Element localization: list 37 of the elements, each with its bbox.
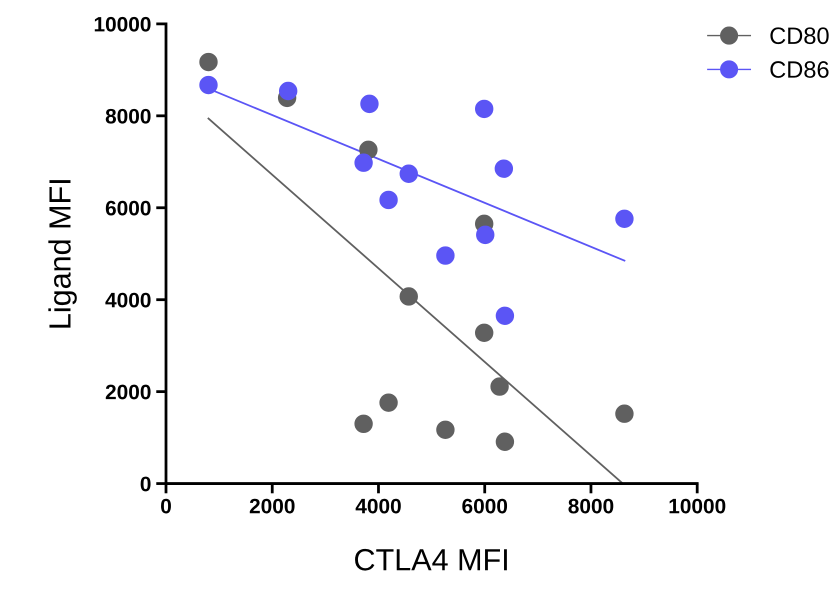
y-tick-label: 0 [140, 476, 151, 492]
legend-label: CD80 [770, 27, 829, 44]
point [494, 159, 514, 178]
x-tick-label: 0 [161, 498, 171, 514]
point [278, 82, 298, 100]
x-tick-label: 10000 [670, 498, 726, 514]
point [354, 154, 373, 172]
point [496, 306, 514, 325]
x-tick-label: 8000 [568, 498, 614, 514]
point [360, 94, 379, 114]
point [436, 246, 455, 265]
point [379, 190, 398, 210]
point [199, 52, 218, 72]
point [474, 100, 494, 118]
x-tick-label: 6000 [462, 498, 508, 514]
point [400, 287, 418, 306]
legend-label: CD86 [770, 61, 829, 78]
y-tick-label: 10000 [94, 16, 151, 32]
point [400, 164, 418, 183]
y-axis-title: Ligand MFI [48, 180, 77, 328]
y-tick-label: 6000 [106, 200, 151, 216]
x-tick-label: 2000 [250, 498, 295, 514]
point [436, 420, 455, 439]
y-tick-label: 4000 [105, 292, 151, 308]
point [354, 414, 373, 434]
y-tick-label: 8000 [106, 108, 151, 124]
point [476, 226, 494, 244]
point [490, 377, 509, 396]
point [496, 432, 514, 451]
point [199, 76, 218, 94]
point [615, 404, 634, 423]
x-tick-label: 4000 [356, 498, 401, 514]
point [379, 393, 398, 412]
y-tick-label: 2000 [106, 384, 151, 400]
x-axis-title: CTLA4 MFI [355, 548, 507, 571]
point [474, 324, 494, 342]
point [615, 210, 634, 228]
